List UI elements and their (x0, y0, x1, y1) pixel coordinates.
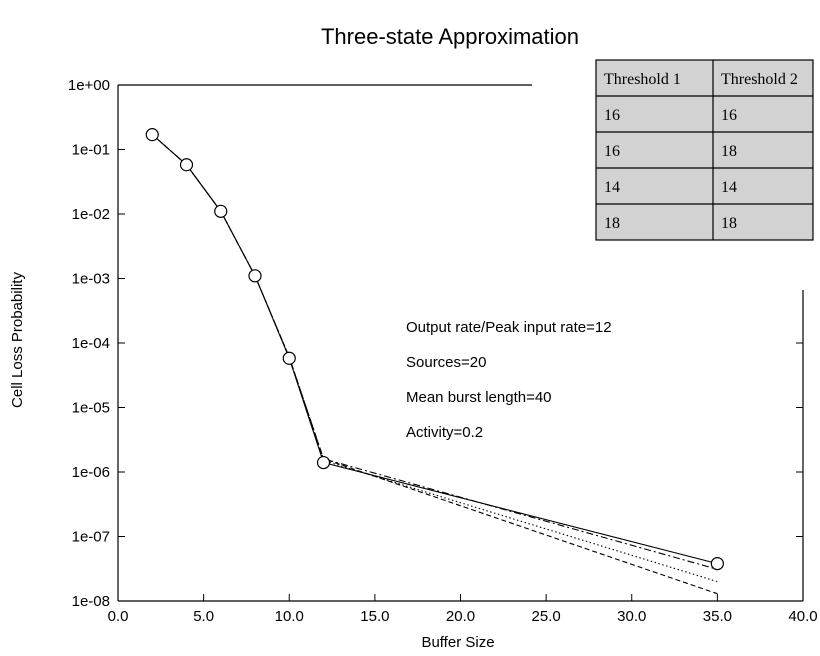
annotation-text: Output rate/Peak input rate=12 (406, 319, 612, 336)
table-cell: 18 (721, 143, 737, 160)
y-tick-label: 1e-06 (72, 464, 110, 481)
annotation-block: Output rate/Peak input rate=12 Sources=20… (406, 319, 612, 441)
x-tick-label: 20.0 (446, 608, 475, 625)
x-tick-label: 40.0 (788, 608, 817, 625)
table-cell: 16 (604, 107, 620, 124)
data-point (282, 351, 296, 365)
y-tick-label: 1e-04 (72, 335, 110, 352)
data-point (248, 269, 262, 283)
x-axis-label: Buffer Size (421, 634, 494, 651)
x-tick-label: 15.0 (360, 608, 389, 625)
x-tick-label: 30.0 (617, 608, 646, 625)
table-background (595, 59, 814, 241)
chart-title: Three-state Approximation (321, 24, 579, 49)
data-point (214, 204, 228, 218)
x-tick-label: 5.0 (193, 608, 214, 625)
y-tick-label: 1e-02 (72, 206, 110, 223)
table-header-cell: Threshold 2 (721, 71, 798, 88)
y-tick-label: 1e-07 (72, 529, 110, 546)
y-axis-ticks: 1e+00 1e-01 1e-02 1e-03 1e-04 1e-05 1e-06 1e-07… (68, 77, 803, 610)
table-cell: 18 (721, 215, 737, 232)
y-tick-label: 1e-03 (72, 271, 110, 288)
data-point (710, 557, 724, 571)
data-point (145, 128, 159, 142)
table-header-cell: Threshold 1 (604, 71, 681, 88)
y-tick-label: 1e-05 (72, 400, 110, 417)
table-cell: 14 (604, 179, 620, 196)
x-axis-ticks: 0.0 5.0 10.0 15.0 20.0 25.0 30.0 35.0 40.0 (108, 594, 818, 625)
y-tick-label: 1e-01 (72, 142, 110, 159)
table-cell: 14 (721, 179, 737, 196)
table-cell: 16 (604, 143, 620, 160)
annotation-text: Mean burst length=40 (406, 389, 552, 406)
table-cell: 16 (721, 107, 737, 124)
x-tick-label: 10.0 (275, 608, 304, 625)
y-tick-label: 1e+00 (68, 77, 110, 94)
table-cell: 18 (604, 215, 620, 232)
data-point (179, 158, 194, 172)
data-markers (145, 128, 724, 571)
threshold-table: Threshold 1 Threshold 2 16 16 16 18 14 14 18 18 (595, 59, 814, 241)
y-axis-label: Cell Loss Probability (9, 272, 26, 408)
x-tick-label: 35.0 (703, 608, 732, 625)
annotation-text: Sources=20 (406, 354, 486, 371)
x-tick-label: 0.0 (108, 608, 129, 625)
annotation-text: Activity=0.2 (406, 424, 483, 441)
data-point (316, 455, 331, 470)
x-tick-label: 25.0 (532, 608, 561, 625)
y-tick-label: 1e-08 (72, 593, 110, 610)
